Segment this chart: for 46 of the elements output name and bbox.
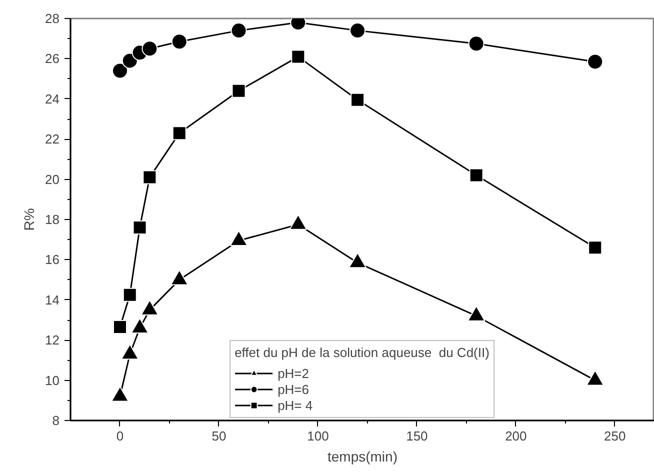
x-tick-label: 0 [116,428,124,444]
y-axis-title: R% [21,208,38,231]
point [587,54,604,70]
point [140,300,159,316]
legend-label: pH=2 [278,365,310,381]
x-tick-label: 250 [604,428,626,444]
x-axis-title: temps(min) [327,448,398,464]
y-tick-label: 22 [45,132,60,147]
y-tick-label: 18 [45,212,60,227]
y-tick-label: 20 [45,172,60,187]
point [350,92,365,107]
point [232,84,246,98]
legend-label: pH=6 [278,381,310,397]
y-tick-label: 28 [45,11,60,26]
point [467,306,486,322]
point [142,40,158,57]
point [468,36,484,52]
point [230,22,247,39]
point [289,214,308,230]
point [469,168,484,182]
x-tick-label: 50 [212,428,226,444]
y-tick-label: 8 [52,413,60,428]
point [348,252,367,268]
point [350,22,366,39]
y-tick-label: 10 [45,372,60,388]
legend-title: effet du pH de la solution aqueuse du Cd(II) [234,345,490,360]
y-tick-label: 26 [45,51,60,66]
point [586,370,604,386]
point [112,62,128,79]
point [110,386,129,402]
y-tick-label: 24 [45,91,60,106]
x-tick-label: 150 [406,428,428,444]
y-tick-label: 12 [45,332,60,348]
point [130,318,149,334]
point [120,344,139,360]
y-tick-label: 16 [45,252,60,268]
point [171,34,188,50]
point [172,126,186,140]
x-tick-label: 100 [307,428,329,444]
point [142,170,157,184]
point [291,50,306,64]
point [230,230,248,246]
y-tick-label: 14 [45,292,60,308]
point [170,269,188,286]
x-tick-label: 200 [505,428,527,444]
legend-label: pH= 4 [278,397,313,413]
